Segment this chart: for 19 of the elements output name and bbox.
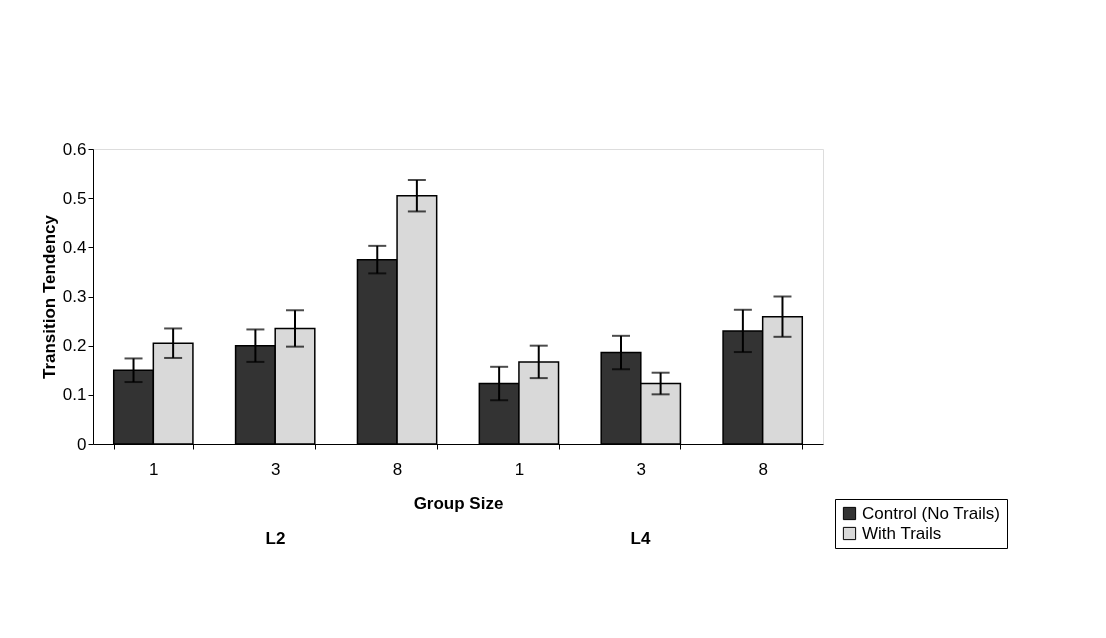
x-tick-label: 1	[149, 459, 159, 479]
x-tick-label: 3	[270, 459, 281, 479]
text: L4	[630, 529, 651, 548]
y-tick-label: 0.6	[62, 139, 87, 159]
x-tick-label: 8	[758, 459, 768, 479]
x-tick-label: 1	[514, 459, 525, 479]
y-tick-label: 0.5	[62, 188, 87, 208]
text: L2	[265, 529, 286, 548]
x-tick-label: 3	[636, 459, 647, 479]
y-axis-title: Transition Tendency	[39, 214, 59, 380]
x-tick-label: 8	[392, 459, 403, 479]
y-tick-label: 0	[77, 434, 87, 454]
y-tick-label: 0.4	[62, 237, 87, 257]
legend-label: With Trails	[862, 523, 942, 543]
y-tick-label: 0.3	[62, 287, 87, 306]
y-tick-label: 0.2	[62, 336, 87, 356]
y-tick-label: 0.1	[62, 385, 87, 405]
x-axis-title: Group Size	[413, 493, 504, 513]
legend-label: Control (No Trails)	[862, 503, 1000, 523]
